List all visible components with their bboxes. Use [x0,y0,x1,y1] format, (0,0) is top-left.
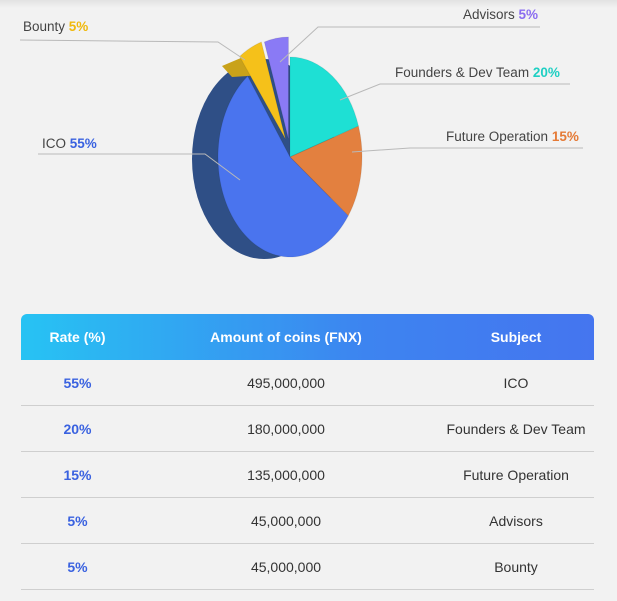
label-founders: Founders & Dev Team 20% [395,65,560,80]
leader-bounty [19,39,246,61]
leader-founders [339,83,570,101]
leader-advisors [279,26,540,63]
slice-ico [217,75,349,258]
header-amount: Amount of coins (FNX) [210,329,362,345]
cell-rate: 15% [63,466,92,483]
table-row: 55% 495,000,000 ICO [21,360,594,406]
header-rate: Rate (%) [49,329,106,345]
cell-amount: 180,000,000 [247,420,325,437]
cell-rate: 20% [63,420,92,437]
table-row: 5% 45,000,000 Bounty [21,544,594,590]
slice-future-operation [289,125,363,217]
cell-subject: Advisors [489,512,543,529]
table-row: 15% 135,000,000 Future Operation [21,452,594,498]
cell-rate: 5% [67,512,88,529]
cell-rate: 5% [67,558,88,575]
cell-amount: 45,000,000 [250,558,322,575]
label-ico: ICO 55% [42,136,97,151]
slice-founders-dev-team [289,56,360,158]
leader-lines [19,26,583,181]
allocation-table: Rate (%) Amount of coins (FNX) Subject 5… [21,314,594,590]
slice-advisors [263,36,289,140]
label-future-operation: Future Operation 15% [446,129,579,144]
table-row: 5% 45,000,000 Advisors [21,498,594,544]
leader-future [351,147,583,153]
cell-amount: 45,000,000 [250,512,322,529]
pie-slices [192,36,363,259]
header-subject: Subject [490,329,542,345]
leader-ico [38,153,241,181]
cell-amount: 135,000,000 [247,466,325,483]
top-shadow [0,0,617,8]
label-bounty: Bounty 5% [23,19,88,34]
cell-rate: 55% [63,374,92,391]
cell-subject: Future Operation [463,466,569,483]
label-advisors: Advisors 5% [463,7,538,22]
pie-chart: Bounty 5% Advisors 5% Founders & Dev Tea… [19,7,583,259]
cell-amount: 495,000,000 [247,374,325,391]
cell-subject: ICO [503,374,529,391]
table-header: Rate (%) Amount of coins (FNX) Subject [21,314,594,360]
table-row: 20% 180,000,000 Founders & Dev Team [21,406,594,452]
cell-subject: Founders & Dev Team [446,420,586,437]
cell-subject: Bounty [494,558,538,575]
